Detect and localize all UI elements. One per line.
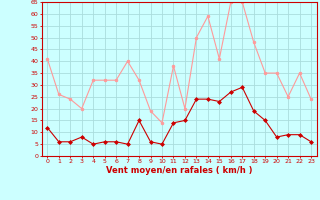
X-axis label: Vent moyen/en rafales ( km/h ): Vent moyen/en rafales ( km/h ) [106, 166, 252, 175]
